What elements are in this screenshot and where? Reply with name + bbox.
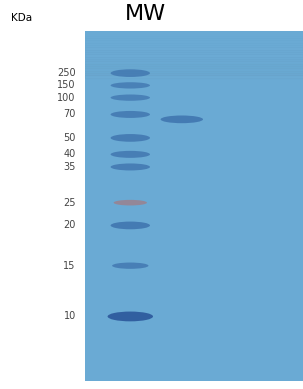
Text: 35: 35 [63, 162, 76, 172]
Ellipse shape [111, 82, 150, 89]
Text: 20: 20 [63, 221, 76, 230]
Ellipse shape [108, 312, 153, 321]
Ellipse shape [112, 263, 148, 269]
Ellipse shape [111, 134, 150, 142]
Text: 10: 10 [64, 312, 76, 321]
FancyBboxPatch shape [85, 31, 303, 381]
Ellipse shape [114, 200, 147, 205]
Text: 25: 25 [63, 198, 76, 208]
Text: 70: 70 [63, 109, 76, 119]
Text: 100: 100 [57, 93, 76, 103]
Ellipse shape [111, 151, 150, 158]
Text: 40: 40 [64, 149, 76, 159]
Text: 250: 250 [57, 68, 76, 78]
Ellipse shape [161, 116, 203, 123]
Ellipse shape [111, 111, 150, 118]
Ellipse shape [111, 95, 150, 101]
Text: 50: 50 [63, 133, 76, 143]
Text: MW: MW [125, 4, 166, 24]
Ellipse shape [111, 163, 150, 170]
Text: 15: 15 [63, 261, 76, 271]
Text: KDa: KDa [11, 12, 32, 23]
Text: 150: 150 [57, 81, 76, 90]
Ellipse shape [111, 222, 150, 229]
Ellipse shape [111, 69, 150, 77]
